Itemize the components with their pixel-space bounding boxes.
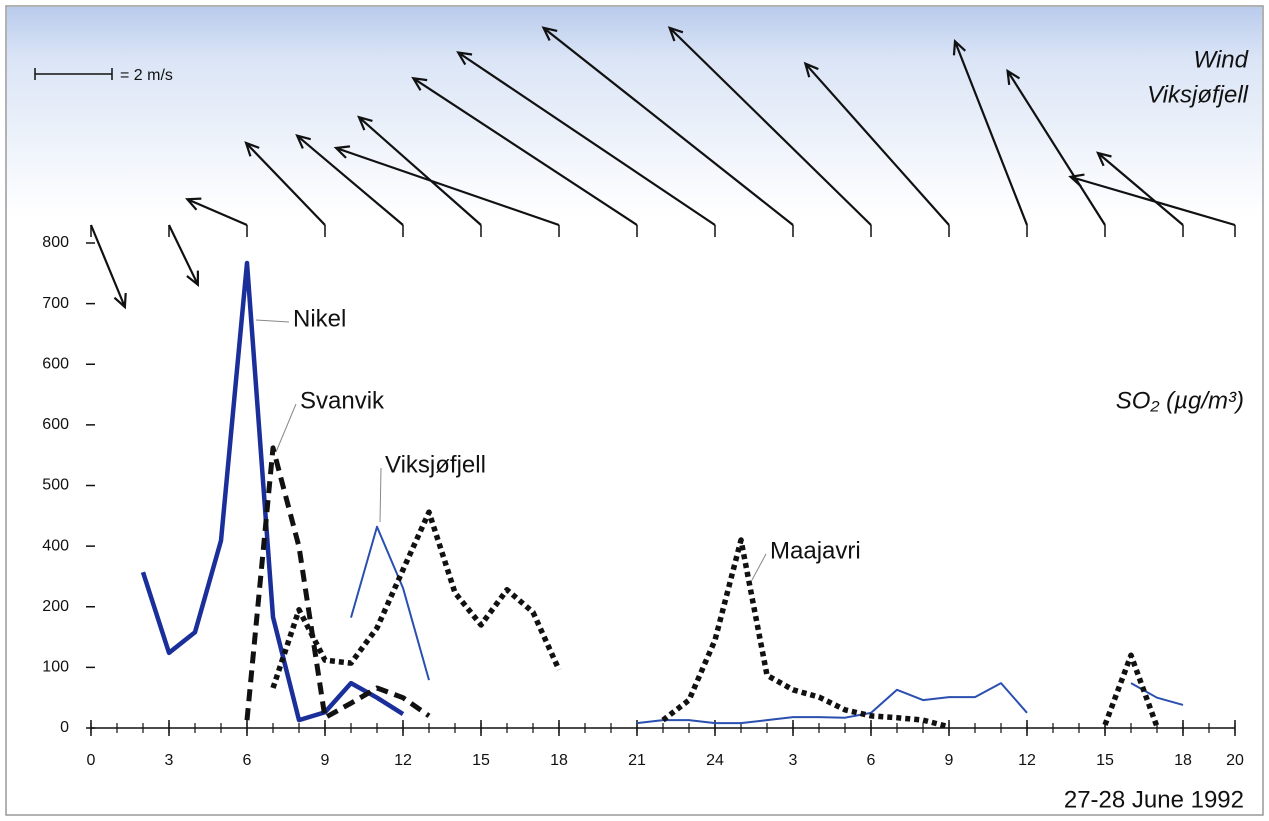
label-leader xyxy=(255,319,290,323)
wind-arrow xyxy=(952,39,1029,226)
wind-arrow xyxy=(357,115,482,226)
wind-arrow xyxy=(456,51,716,226)
x-tick-label: 18 xyxy=(1174,752,1192,769)
wind-arrow xyxy=(89,224,127,310)
label-leader xyxy=(379,467,382,523)
x-tick-label: 9 xyxy=(945,752,954,769)
series-label: Maajavri xyxy=(770,537,861,564)
y-tick-label: 0 xyxy=(60,719,69,736)
y-tick-label: 600 xyxy=(42,416,69,433)
wind-arrow xyxy=(333,145,560,227)
wind-arrow xyxy=(541,26,794,226)
wind-arrow xyxy=(667,26,872,226)
label-leader xyxy=(751,553,767,581)
series-line xyxy=(270,509,562,689)
x-tick-label: 9 xyxy=(321,752,330,769)
y-tick-label: 800 xyxy=(42,234,69,251)
series-line xyxy=(636,682,1028,725)
series-label: Nikel xyxy=(293,305,346,332)
series-label: Svanvik xyxy=(300,387,385,414)
y-tick-label: 700 xyxy=(42,295,69,312)
wind-arrow xyxy=(803,61,950,226)
wind-arrow xyxy=(411,76,638,226)
wind-arrow xyxy=(168,224,199,287)
series-line xyxy=(244,445,431,721)
x-tick-label: 21 xyxy=(628,752,646,769)
wind-arrow xyxy=(295,134,404,226)
chart-title: Wind xyxy=(1194,46,1249,73)
x-tick-label: 6 xyxy=(867,752,876,769)
wind-scale-label: = 2 m/s xyxy=(120,67,173,84)
wind-arrow xyxy=(185,197,248,227)
series-line xyxy=(1130,682,1184,706)
x-tick-label: 24 xyxy=(706,752,724,769)
wind-arrow xyxy=(1095,151,1184,226)
series-line xyxy=(1102,652,1160,728)
chart-subtitle: Viksjøfjell xyxy=(1147,81,1249,108)
wind-arrow xyxy=(244,141,326,226)
y-tick-label: 600 xyxy=(42,355,69,372)
x-tick-label: 3 xyxy=(165,752,174,769)
series-line xyxy=(350,525,430,681)
x-tick-label: 20 xyxy=(1226,752,1244,769)
sky-band xyxy=(7,7,1262,217)
y-tick-label: 100 xyxy=(42,659,69,676)
y-tick-label: 200 xyxy=(42,598,69,615)
x-tick-label: 18 xyxy=(550,752,568,769)
wind-arrow xyxy=(1068,173,1236,227)
x-tick-label: 12 xyxy=(394,752,412,769)
x-tick-label: 6 xyxy=(243,752,252,769)
x-axis-label: 27-28 June 1992 xyxy=(1064,786,1244,813)
wind-arrow xyxy=(1006,68,1106,226)
series-line xyxy=(661,537,950,730)
series-label: Viksjøfjell xyxy=(385,451,486,478)
x-tick-label: 15 xyxy=(1096,752,1114,769)
x-tick-label: 3 xyxy=(789,752,798,769)
series-line xyxy=(140,260,405,723)
x-tick-label: 15 xyxy=(472,752,490,769)
y-tick-label: 500 xyxy=(42,477,69,494)
y-axis-label: SO₂ (µg/m³) xyxy=(1116,387,1244,414)
y-tick-label: 400 xyxy=(42,537,69,554)
label-leader xyxy=(275,403,297,453)
x-tick-label: 0 xyxy=(87,752,96,769)
x-tick-label: 12 xyxy=(1018,752,1036,769)
